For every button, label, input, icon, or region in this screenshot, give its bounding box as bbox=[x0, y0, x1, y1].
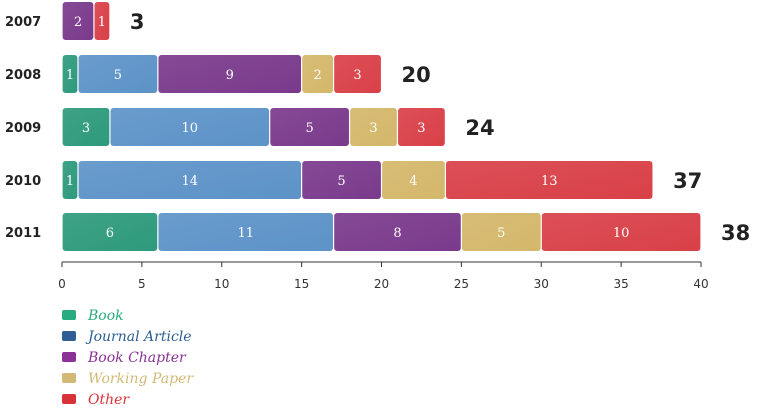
year-label-2009: 2009 bbox=[5, 121, 41, 136]
bar-value-2008-journal-article: 5 bbox=[114, 68, 122, 83]
bar-2007-other bbox=[94, 2, 110, 40]
bar-2008-other bbox=[334, 55, 381, 93]
bar-2009-other bbox=[398, 108, 445, 146]
legend-label-other: Other bbox=[88, 392, 130, 408]
x-tick-label-35: 35 bbox=[613, 277, 628, 291]
bar-value-2008-book-chapter: 9 bbox=[226, 68, 234, 83]
bar-value-2011-book: 6 bbox=[106, 226, 114, 241]
x-tick-label-40: 40 bbox=[693, 277, 708, 291]
legend-swatch-other bbox=[62, 394, 76, 404]
bar-2008-journal-article bbox=[78, 55, 158, 93]
bar-2011-book bbox=[62, 213, 158, 251]
bar-2007-book-chapter bbox=[62, 2, 94, 40]
total-label-2007: 3 bbox=[130, 10, 145, 34]
bar-value-2009-book: 3 bbox=[82, 121, 90, 136]
bar-value-2009-working-paper: 3 bbox=[369, 121, 377, 136]
legend-label-book-chapter: Book Chapter bbox=[87, 350, 187, 366]
bar-value-2010-working-paper: 4 bbox=[409, 174, 417, 189]
bar-2008-book-chapter bbox=[158, 55, 302, 93]
x-tick-label-20: 20 bbox=[374, 277, 389, 291]
bar-value-2009-book-chapter: 5 bbox=[305, 121, 313, 136]
bar-2011-working-paper bbox=[461, 213, 541, 251]
bar-2011-book-chapter bbox=[334, 213, 461, 251]
bar-value-2010-book: 1 bbox=[66, 174, 74, 189]
bar-value-2010-book-chapter: 5 bbox=[337, 174, 345, 189]
total-label-2011: 38 bbox=[721, 221, 750, 245]
legend-label-working-paper: Working Paper bbox=[88, 371, 194, 387]
total-label-2008: 20 bbox=[402, 63, 431, 87]
legend-swatch-working-paper bbox=[62, 373, 76, 383]
legend-swatch-book bbox=[62, 310, 76, 320]
year-label-2007: 2007 bbox=[5, 15, 41, 30]
legend: Book Journal Article Book Chapter Working P… bbox=[62, 308, 194, 408]
bar-value-2008-working-paper: 2 bbox=[313, 68, 321, 83]
bar-value-2009-other: 3 bbox=[417, 121, 425, 136]
bar-value-2008-other: 3 bbox=[353, 68, 361, 83]
x-tick-label-0: 0 bbox=[58, 277, 66, 291]
legend-swatch-book-chapter bbox=[62, 352, 76, 362]
bar-2010-book-chapter bbox=[302, 161, 381, 199]
bar-value-2010-other: 13 bbox=[541, 174, 558, 189]
total-label-2009: 24 bbox=[465, 116, 494, 140]
year-label-2010: 2010 bbox=[5, 174, 41, 189]
bar-value-2011-journal-article: 11 bbox=[237, 226, 254, 241]
bar-value-2007-other: 1 bbox=[98, 15, 106, 30]
legend-swatch-journal-article bbox=[62, 331, 76, 341]
bar-value-2009-journal-article: 10 bbox=[182, 121, 199, 136]
x-tick-label-25: 25 bbox=[454, 277, 469, 291]
total-label-2010: 37 bbox=[673, 169, 702, 193]
bar-2009-book-chapter bbox=[270, 108, 349, 146]
bar-value-2008-book: 1 bbox=[66, 68, 74, 83]
legend-label-journal-article: Journal Article bbox=[85, 329, 192, 345]
bar-value-2010-journal-article: 14 bbox=[182, 174, 199, 189]
bar-2009-book bbox=[62, 108, 110, 146]
legend-label-book: Book bbox=[87, 308, 124, 324]
bar-value-2011-other: 10 bbox=[613, 226, 630, 241]
bar-value-2007-book-chapter: 2 bbox=[74, 15, 82, 30]
bar-2010-other bbox=[446, 161, 653, 199]
bar-2008-book bbox=[62, 55, 78, 93]
bar-2008-working-paper bbox=[302, 55, 333, 93]
x-tick-label-10: 10 bbox=[214, 277, 229, 291]
year-label-2008: 2008 bbox=[5, 68, 41, 83]
x-tick-label-5: 5 bbox=[138, 277, 146, 291]
bar-2010-working-paper bbox=[382, 161, 445, 199]
x-axis: 0 5 10 15 20 25 30 35 40 bbox=[58, 261, 709, 291]
bar-2009-working-paper bbox=[350, 108, 397, 146]
bar-value-2011-working-paper: 5 bbox=[497, 226, 505, 241]
bar-value-2011-book-chapter: 8 bbox=[393, 226, 401, 241]
bar-2009-journal-article bbox=[110, 108, 270, 146]
bar-2011-other bbox=[541, 213, 701, 251]
bar-2011-journal-article bbox=[158, 213, 333, 251]
year-label-2011: 2011 bbox=[5, 226, 41, 241]
x-tick-label-30: 30 bbox=[534, 277, 549, 291]
x-tick-label-15: 15 bbox=[294, 277, 309, 291]
bar-2010-journal-article bbox=[78, 161, 302, 199]
bar-2010-book bbox=[62, 161, 78, 199]
